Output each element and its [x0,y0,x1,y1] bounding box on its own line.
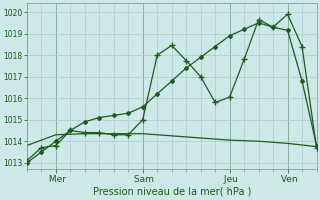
X-axis label: Pression niveau de la mer( hPa ): Pression niveau de la mer( hPa ) [92,187,251,197]
